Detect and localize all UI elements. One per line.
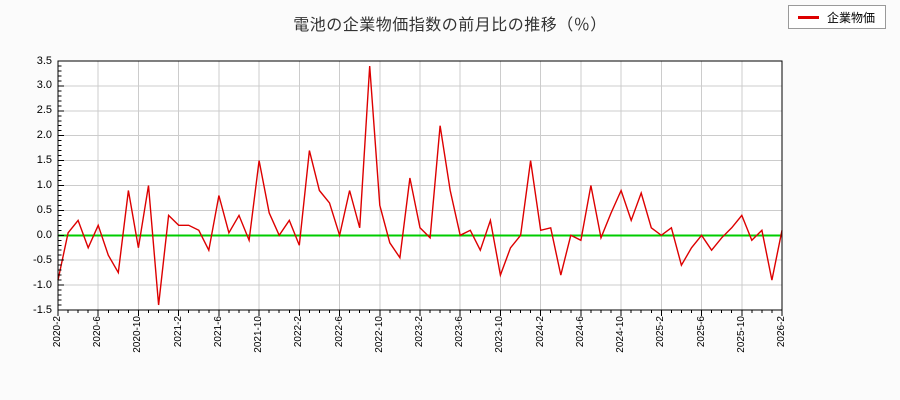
x-tick-label: 2025-10 — [735, 316, 747, 353]
y-tick-label: -1.0 — [33, 278, 52, 291]
x-tick-label: 2020-10 — [132, 316, 144, 353]
axis-ticks — [57, 60, 783, 316]
y-tick-label: 3.5 — [36, 54, 52, 67]
y-tick-label: 1.5 — [36, 154, 52, 167]
x-tick-label: 2021-2 — [172, 316, 184, 348]
x-tick-label: 2023-10 — [494, 316, 506, 353]
y-tick-label: 2.5 — [36, 104, 52, 117]
y-tick-label: -1.5 — [33, 303, 52, 316]
x-tick-label: 2024-2 — [534, 316, 546, 348]
x-tick-label: 2023-6 — [454, 316, 466, 348]
x-tick-label: 2021-10 — [253, 316, 265, 353]
chart-title: 電池の企業物価指数の前月比の推移（％） — [293, 17, 607, 34]
x-tick-label: 2024-10 — [615, 316, 627, 353]
y-tick-label: 3.0 — [36, 79, 52, 92]
x-tick-label: 2021-6 — [212, 316, 224, 348]
series-line-kigyoubukka — [57, 65, 783, 306]
legend-label: 企業物価 — [827, 10, 876, 25]
x-tick-label: 2024-6 — [574, 316, 586, 348]
x-tick-label: 2020-6 — [92, 316, 104, 348]
x-tick-label: 2023-2 — [414, 316, 425, 348]
x-tick-label: 2025-6 — [695, 316, 707, 348]
y-tick-label: 2.0 — [36, 129, 52, 142]
legend-series-line-swatch — [798, 15, 819, 19]
y-tick-label: 0.5 — [36, 203, 52, 216]
x-tick-label: 2022-2 — [293, 316, 305, 348]
x-tick-label: 2022-10 — [373, 316, 385, 353]
x-tick-label: 2020-2 — [52, 316, 63, 348]
x-tick-label: 2026-2 — [776, 316, 787, 348]
legend: 企業物価 — [788, 5, 887, 29]
x-tick-label: 2025-2 — [655, 316, 667, 348]
x-tick-label: 2022-6 — [333, 316, 345, 348]
y-tick-label: 1.0 — [36, 179, 52, 191]
y-tick-label: 0.0 — [36, 228, 52, 241]
y-tick-label: -0.5 — [33, 253, 52, 266]
